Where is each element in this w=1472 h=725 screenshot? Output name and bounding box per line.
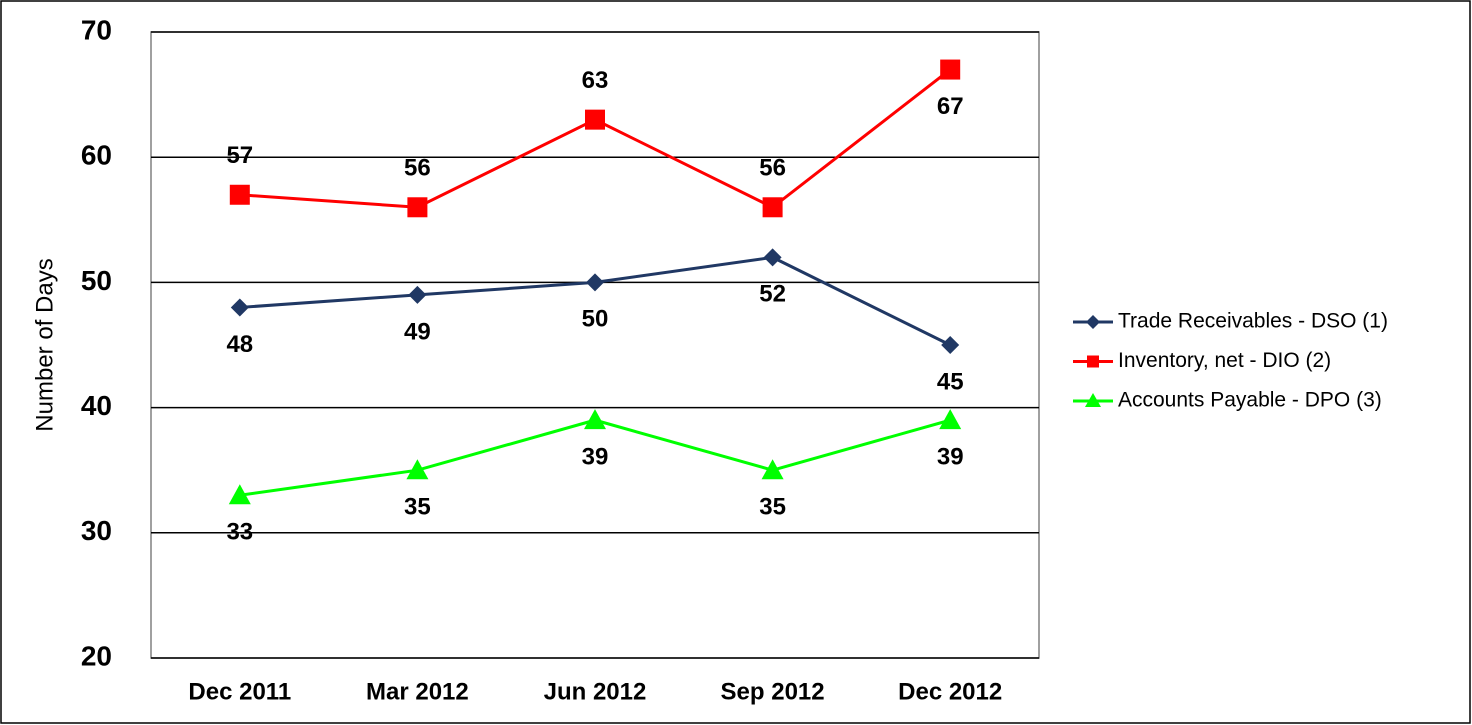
y-axis-title: Number of Days (31, 258, 58, 431)
data-label: 39 (937, 443, 964, 470)
data-point (228, 484, 251, 505)
y-tick-label: 20 (81, 640, 112, 671)
legend-marker (1085, 393, 1101, 407)
data-point (585, 109, 605, 130)
legend-label: Accounts Payable - DPO (3) (1118, 389, 1382, 412)
data-point (763, 248, 782, 267)
data-point (407, 197, 428, 218)
data-label: 50 (582, 306, 609, 333)
data-label: 63 (582, 67, 609, 94)
data-point (584, 409, 606, 430)
data-label: 39 (582, 443, 609, 470)
data-label: 52 (759, 281, 786, 308)
data-point (761, 459, 784, 480)
data-point (940, 59, 961, 80)
x-tick-label: Dec 2012 (898, 678, 1002, 705)
y-tick-label: 30 (81, 515, 112, 546)
legend-marker (1087, 355, 1099, 368)
x-tick-label: Jun 2012 (544, 678, 647, 705)
data-point (939, 409, 962, 430)
y-tick-label: 60 (81, 140, 112, 171)
y-tick-label: 70 (81, 14, 112, 45)
y-tick-label: 50 (81, 265, 112, 296)
x-tick-label: Dec 2011 (188, 678, 291, 705)
x-tick-label: Mar 2012 (366, 678, 469, 705)
data-point (229, 184, 250, 205)
data-label: 35 (404, 494, 431, 521)
data-label: 67 (937, 93, 964, 120)
data-label: 49 (404, 318, 431, 345)
data-point (941, 336, 960, 354)
data-label: 45 (937, 368, 964, 395)
data-point (230, 298, 249, 317)
legend-marker (1086, 315, 1100, 329)
data-point (586, 273, 604, 292)
data-label: 56 (404, 155, 431, 182)
y-tick-label: 40 (81, 390, 112, 421)
data-label: 57 (226, 142, 253, 169)
data-label: 35 (759, 494, 786, 521)
data-point (408, 285, 427, 304)
data-label: 33 (226, 519, 253, 546)
data-point (406, 459, 429, 480)
data-label: 56 (759, 155, 786, 182)
x-tick-label: Sep 2012 (721, 678, 825, 705)
data-label: 48 (226, 331, 253, 358)
legend-label: Trade Receivables - DSO (1) (1118, 310, 1388, 333)
data-point (762, 197, 783, 218)
legend-label: Inventory, net - DIO (2) (1118, 349, 1331, 372)
